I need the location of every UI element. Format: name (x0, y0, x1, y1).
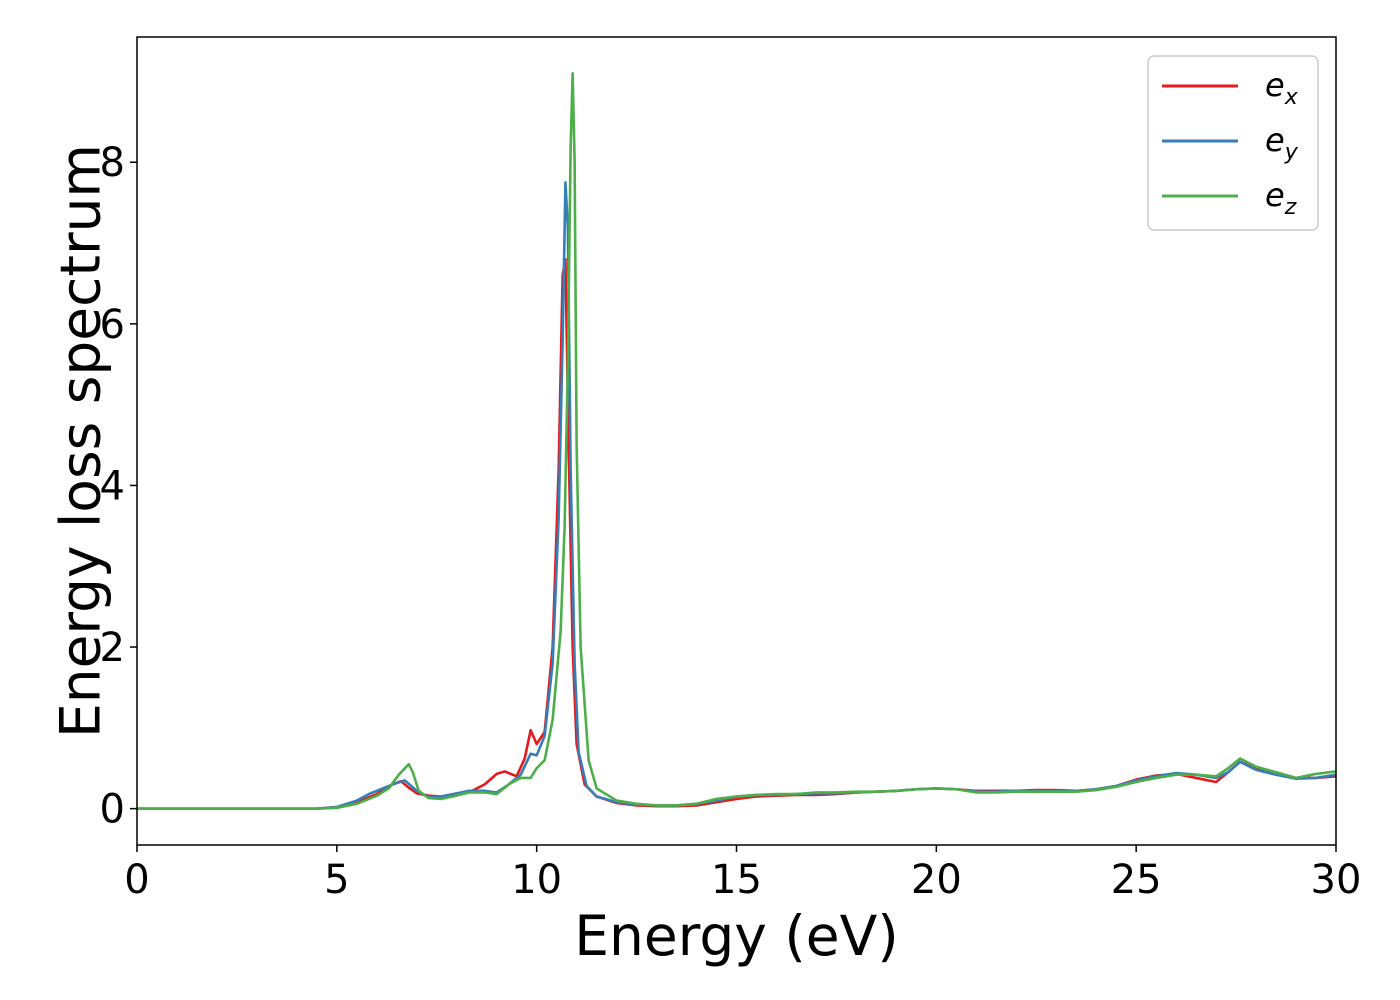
y-tick-label: 4 (100, 463, 125, 509)
y-axis-label: Energy loss spectrum (48, 144, 112, 738)
x-tick-label: 5 (324, 857, 349, 903)
x-tick-label: 30 (1311, 857, 1362, 903)
x-tick-label: 20 (911, 857, 962, 903)
legend-label-e-z: ez (1265, 176, 1297, 220)
y-tick-label: 6 (100, 302, 125, 348)
x-tick-label: 15 (711, 857, 762, 903)
series-line-e-y (137, 181, 1337, 810)
x-tick-label: 25 (1111, 857, 1162, 903)
y-tick-label: 0 (100, 787, 125, 833)
series-line-e-z (137, 72, 1337, 810)
series-line-e-x (137, 257, 1337, 810)
x-tick-label: 0 (124, 857, 149, 903)
legend-box (1147, 55, 1319, 231)
series-layer (137, 72, 1337, 810)
y-tick-label: 2 (100, 625, 125, 671)
legend-label-e-x: ex (1265, 66, 1299, 110)
ticks-layer: 0 5 10 15 20 25 30 0 2 4 6 8 (100, 140, 1362, 903)
legend: ex ey ez (1147, 55, 1319, 231)
x-axis-label: Energy (eV) (574, 904, 898, 968)
x-tick-label: 10 (511, 857, 562, 903)
y-tick-label: 8 (100, 140, 125, 186)
legend-label-e-y: ey (1265, 121, 1299, 165)
